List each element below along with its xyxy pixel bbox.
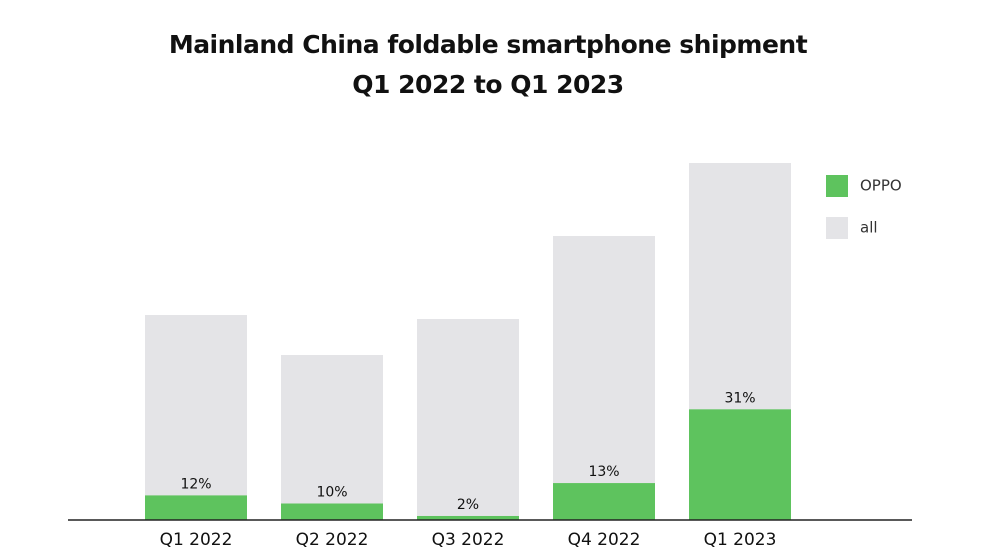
bar-oppo — [553, 483, 655, 520]
value-label: 31% — [724, 390, 755, 406]
bar-oppo — [281, 503, 383, 520]
bar-oppo — [417, 515, 519, 520]
bar-total — [145, 315, 247, 520]
legend-swatch — [826, 217, 848, 239]
value-label: 13% — [588, 464, 619, 480]
x-tick-label: Q3 2022 — [432, 530, 505, 550]
x-tick-label: Q1 2023 — [704, 530, 777, 550]
legend-swatch — [826, 175, 848, 197]
bar-oppo — [145, 495, 247, 520]
value-label: 2% — [457, 497, 479, 513]
bar-oppo — [689, 409, 791, 520]
chart-title: Mainland China foldable smartphone shipm… — [169, 30, 808, 59]
bar-total — [281, 355, 383, 520]
legend-label: OPPO — [860, 177, 902, 195]
value-label: 12% — [180, 476, 211, 492]
bar-total — [553, 236, 655, 520]
bar-total — [417, 319, 519, 520]
x-tick-label: Q4 2022 — [568, 530, 641, 550]
x-tick-label: Q2 2022 — [296, 530, 369, 550]
chart-title: Q1 2022 to Q1 2023 — [352, 70, 623, 99]
x-tick-label: Q1 2022 — [160, 530, 233, 550]
value-label: 10% — [316, 485, 347, 501]
legend-label: all — [860, 219, 878, 237]
